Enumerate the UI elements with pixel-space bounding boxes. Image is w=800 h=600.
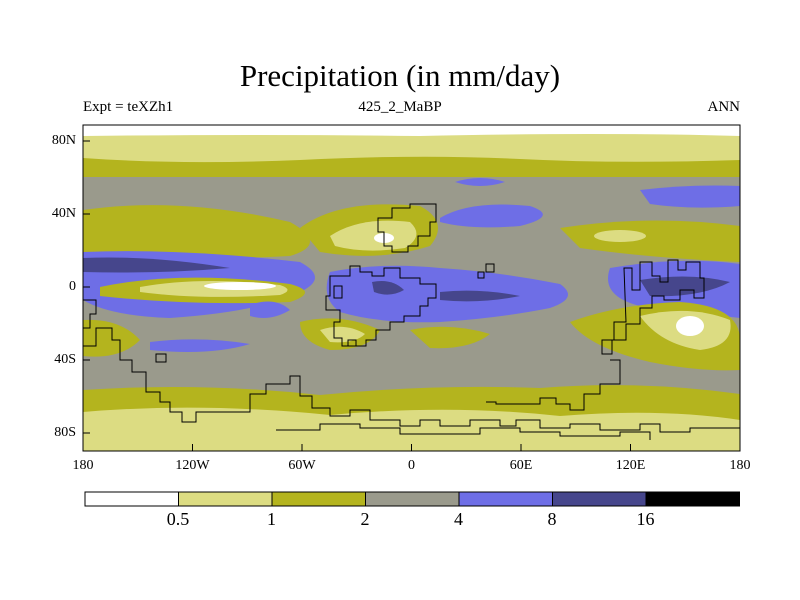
lon-label-0: 0 (408, 458, 415, 473)
colorbar-label-16: 16 (636, 509, 655, 529)
lon-label-120e: 120E (615, 458, 646, 473)
lat-label-80n: 80N (51, 133, 76, 148)
coastline-central-continent (325, 265, 437, 347)
contour-band-8-16-warm-pool (640, 276, 730, 297)
contour-band-4-8-south-atlantic (250, 301, 290, 318)
axis-ticks (82, 140, 741, 451)
contour-band-0-0.5-north (83, 125, 740, 136)
lat-label-40n: 40N (51, 206, 76, 221)
map-contours (83, 125, 740, 451)
colorbar-box-5 (552, 491, 647, 507)
coastline-west-edge (83, 299, 97, 329)
coastline-east-block (601, 259, 705, 355)
experiment-label: Expt = teXZh1 (83, 99, 174, 115)
plot-title: Precipitation (in mm/day) (239, 58, 561, 93)
contour-band-4-8-nh-track3 (455, 178, 505, 186)
contour-band-8-16-pacific (83, 257, 230, 273)
contour-band-4-8-south-pacific (150, 339, 250, 352)
contour-band-0-0.5-south-east (676, 316, 704, 336)
contour-band-8-16-equatorial (440, 290, 520, 302)
colorbar-label-1: 1 (267, 509, 276, 529)
coastline-islands (155, 263, 495, 363)
contour-band-0.5-1-south (83, 407, 740, 451)
coastline-south-inner (276, 423, 651, 440)
contour-band-1-2-east-nh (560, 220, 740, 262)
lat-label-40s: 40S (54, 352, 76, 367)
contour-band-1-2-south-central (410, 326, 490, 349)
lon-label-120w: 120W (175, 458, 210, 473)
colorbar-box-1 (178, 491, 273, 507)
contour-band-8-16-central (372, 281, 404, 295)
colorbar-label-2: 2 (360, 509, 370, 529)
contour-band-0-0.5-pacific (204, 282, 276, 290)
lon-label-180e: 180 (729, 458, 751, 473)
coastline-south-outline (83, 327, 740, 433)
colorbar-label-8: 8 (547, 509, 557, 529)
colorbar-label-4: 4 (454, 509, 463, 529)
colorbar-box-2 (271, 491, 366, 507)
season-label: ANN (707, 99, 741, 115)
lon-label-180w: 180 (72, 458, 94, 473)
coastline-asia-north (377, 203, 437, 253)
contour-band-1-2-nh-subtropic (83, 205, 310, 259)
colorbar-box-3 (365, 491, 460, 507)
colorbar-box-6 (645, 491, 740, 507)
colorbar-box-0 (84, 491, 179, 507)
lon-label-60e: 60E (509, 458, 533, 473)
contour-band-4-8-nh-track2 (640, 185, 740, 208)
coastlines (83, 203, 740, 440)
coastline-east-south (486, 359, 621, 411)
contour-band-0.5-1-east-nh (594, 230, 646, 242)
lat-label-0: 0 (69, 279, 76, 294)
colorbar-box-4 (458, 491, 553, 507)
contour-band-4-8-nh-track1 (440, 204, 543, 228)
lat-label-80s: 80S (54, 425, 76, 440)
colorbar-label-0.5: 0.5 (166, 509, 190, 529)
time-period-label: 425_2_MaBP (358, 99, 442, 115)
lon-label-60w: 60W (288, 458, 316, 473)
contour-band-0.5-1-central (320, 326, 365, 343)
contour-band-0.5-1-asia (330, 220, 417, 251)
